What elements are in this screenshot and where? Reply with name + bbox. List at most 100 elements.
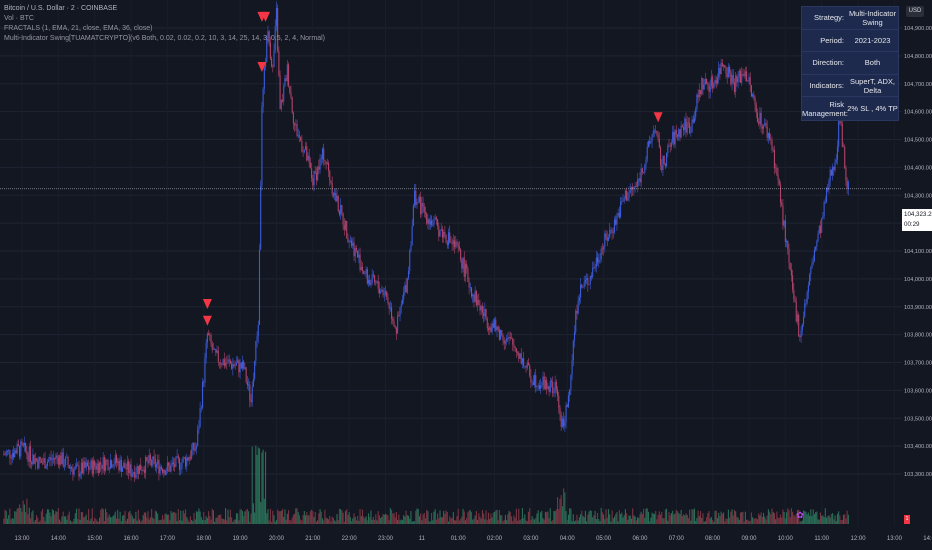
volume-bar [66, 519, 68, 524]
volume-bar [786, 512, 788, 524]
volume-bar [502, 521, 504, 524]
candle-body [250, 400, 252, 403]
candle-body [484, 309, 486, 317]
volume-bar [674, 513, 676, 524]
time-tick-label: 13:00 [14, 536, 30, 542]
volume-bar [699, 511, 702, 524]
volume-bar [792, 511, 794, 524]
candle-body [709, 86, 711, 92]
candle-body [702, 78, 704, 90]
candle-body [610, 229, 612, 231]
volume-bar [226, 520, 228, 524]
volume-bar [421, 520, 423, 524]
volume-bar [783, 511, 785, 524]
candle-body [553, 392, 555, 394]
candle-body [818, 225, 820, 234]
candle-body [177, 455, 179, 459]
candle-body [149, 455, 151, 461]
volume-bar [289, 519, 291, 524]
volume-bar [28, 507, 30, 524]
volume-indicator-label[interactable]: Vol · BTC [4, 15, 34, 22]
candle-body [206, 333, 208, 343]
volume-bar [450, 518, 452, 524]
candle-body [571, 360, 573, 375]
candle-body [340, 205, 342, 215]
price-axis[interactable] [902, 0, 932, 526]
volume-bar [441, 517, 443, 524]
candle-body [479, 305, 481, 311]
candle-body [12, 453, 15, 458]
volume-bar [596, 512, 599, 524]
currency-badge[interactable]: USD [906, 6, 924, 17]
candle-body [472, 294, 474, 297]
volume-bar [384, 513, 387, 524]
corner-alert-badge[interactable]: 1 [904, 515, 910, 524]
candle-body [106, 460, 108, 461]
volume-bar [23, 504, 25, 524]
volume-bar [435, 519, 437, 524]
candle-body [437, 219, 439, 227]
candle-body [575, 310, 577, 332]
volume-bar [501, 515, 503, 524]
candle-body [382, 289, 384, 296]
candle-body [547, 386, 549, 389]
volume-bar [6, 518, 9, 524]
candle-body [829, 169, 831, 181]
candle-body [699, 90, 702, 94]
candles [3, 1, 849, 483]
volume-bar [27, 514, 29, 524]
candle-body [507, 338, 509, 339]
volume-bar [155, 511, 158, 524]
candle-body [54, 458, 56, 460]
plot-area[interactable] [0, 0, 902, 526]
symbol-title[interactable]: Bitcoin / U.S. Dollar · 2 · COINBASE [4, 5, 118, 12]
candle-body [332, 193, 334, 196]
volume-bar [256, 454, 258, 524]
volume-bar [479, 516, 481, 524]
candle-body [504, 341, 507, 344]
candle-body [519, 353, 521, 359]
volume-bar [314, 511, 316, 524]
volume-bar [439, 510, 441, 524]
candle-body [630, 186, 633, 191]
volume-bar [438, 518, 440, 524]
candle-body [157, 459, 159, 465]
candle-body [723, 65, 725, 67]
candle-body [432, 224, 434, 226]
candle-body [737, 77, 739, 83]
volume-bar [397, 519, 399, 524]
candle-body [638, 178, 640, 180]
candle-body [319, 158, 321, 170]
candle-body [463, 257, 465, 277]
candle-body [226, 362, 228, 364]
volume-bar [380, 518, 382, 524]
candle-body [152, 456, 154, 466]
candle-body [753, 94, 755, 98]
candle-body [498, 329, 500, 340]
candle-body [707, 83, 709, 85]
candle-body [683, 127, 685, 131]
volume-bar [125, 520, 127, 524]
volume-bar [352, 518, 354, 524]
volume-bar [720, 511, 722, 524]
candle-body [239, 362, 241, 373]
volume-bar [612, 518, 614, 524]
fractals-indicator-label[interactable]: FRACTALS (1, EMA, 21, close, EMA, 36, cl… [4, 25, 153, 32]
tradingview-logo-icon[interactable]: ✿ [796, 510, 804, 520]
volume-bar [572, 514, 574, 524]
volume-bar [514, 517, 516, 524]
candle-body [557, 389, 559, 396]
volume-bar [440, 517, 442, 524]
volume-bar [676, 511, 679, 524]
candle-body [836, 146, 839, 160]
candle-body [806, 292, 808, 303]
volume-bar [192, 521, 194, 524]
volume-bar [685, 513, 687, 524]
volume-bar [84, 516, 86, 524]
time-axis[interactable] [0, 526, 932, 550]
strategy-indicator-label[interactable]: Multi-Indicator Swing[TUAMATCRYPTO](v6 B… [4, 35, 325, 42]
candle-body [151, 460, 153, 466]
volume-bar [43, 516, 45, 524]
sell-signal-marker [653, 112, 663, 123]
